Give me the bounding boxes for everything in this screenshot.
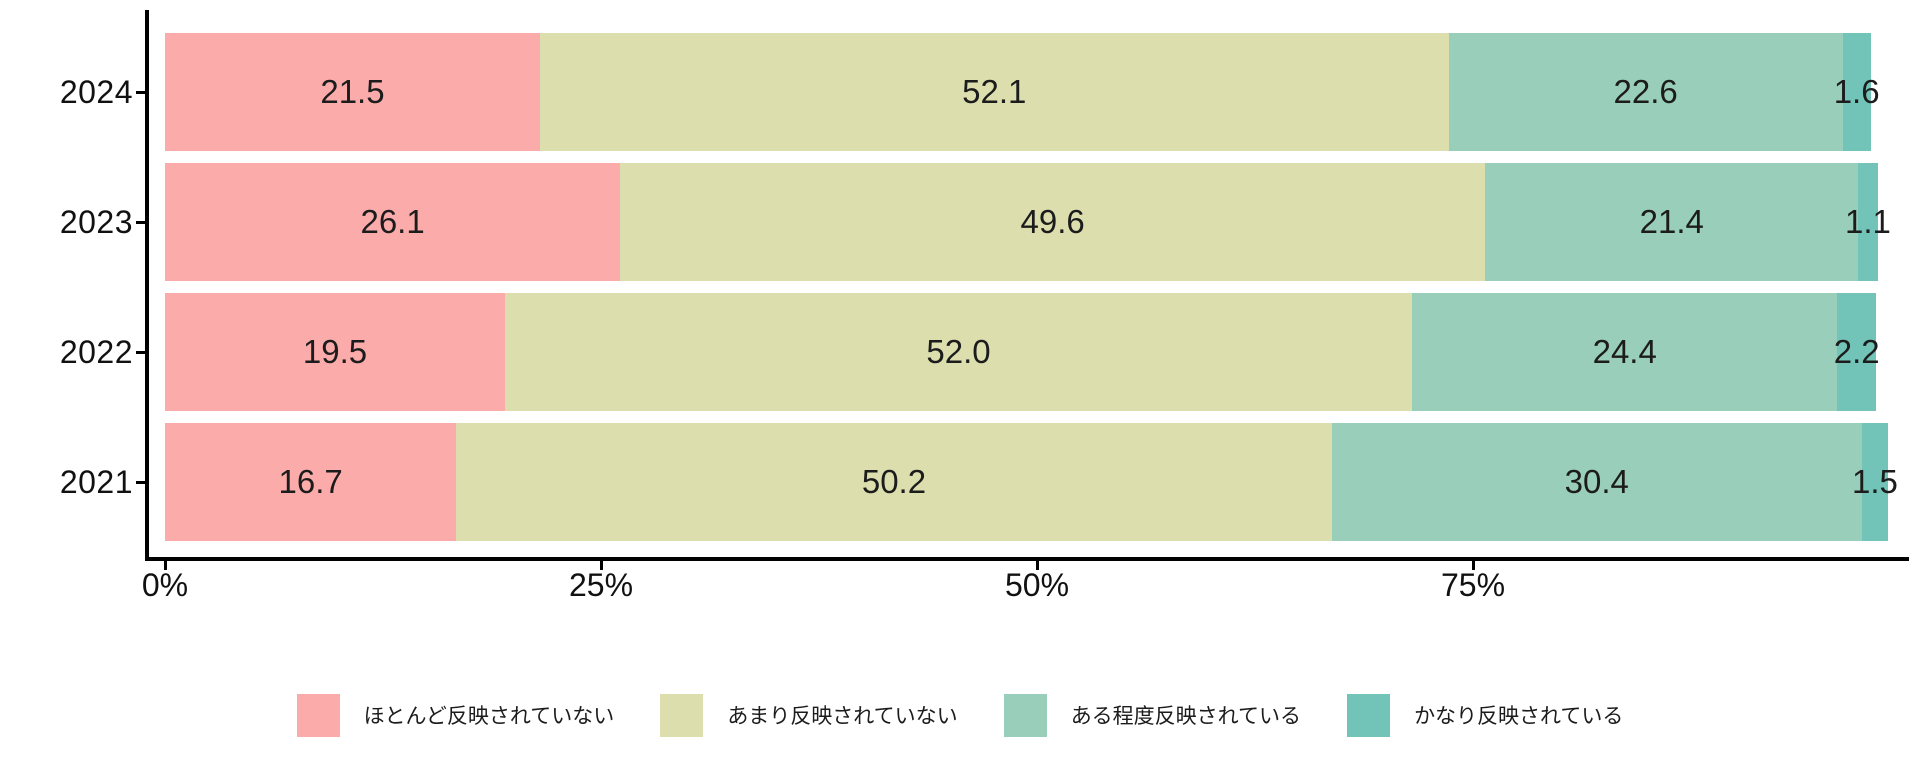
bar-value-label: 30.4 — [1564, 463, 1629, 500]
legend-label: あまり反映されていない — [727, 705, 958, 728]
legend-label: ほとんど反映されていない — [363, 705, 615, 728]
legend-swatch-icon — [1003, 693, 1047, 737]
bar-value-label: 1.5 — [1852, 463, 1898, 500]
bar-value-label: 52.0 — [926, 333, 991, 370]
legend-swatch-icon — [660, 693, 704, 737]
legend-swatch-icon — [296, 693, 340, 737]
bar-value-label: 24.4 — [1592, 333, 1657, 370]
y-axis-label-2023: 2023 — [59, 203, 133, 240]
bar-row-2021: 16.7 50.2 30.4 1.5 — [165, 423, 1898, 541]
y-axis-tick-2023 — [136, 221, 145, 224]
legend-label: ある程度反映されている — [1070, 705, 1302, 728]
bar-value-label: 21.5 — [320, 73, 385, 110]
x-axis-tick-label-25%: 25% — [568, 567, 634, 603]
x-axis-tick-label-0%: 0% — [141, 567, 189, 603]
bar-segment: 2.2 — [1834, 293, 1880, 411]
x-axis-tick-75% — [1472, 561, 1475, 570]
bar-segment: 1.6 — [1834, 33, 1880, 151]
x-axis-tick-0% — [164, 561, 167, 570]
y-axis-label-2022: 2022 — [59, 333, 133, 370]
bar-value-label: 2.2 — [1833, 333, 1880, 370]
y-axis-tick-2024 — [136, 91, 145, 94]
bar-segment: 50.2 — [456, 423, 1332, 541]
x-axis-tick-25% — [600, 561, 603, 570]
x-axis-line — [145, 557, 1909, 561]
bar-value-label: 49.6 — [1020, 203, 1085, 240]
y-axis-label-2024: 2024 — [59, 73, 133, 110]
y-axis-tick-2021 — [136, 481, 145, 484]
x-axis-tick-label-50%: 50% — [1004, 567, 1070, 603]
bar-row-2023: 26.1 49.6 21.4 1.1 — [165, 163, 1891, 281]
legend-item: ある程度反映されている — [1003, 693, 1302, 737]
legend-item: あまり反映されていない — [660, 693, 958, 737]
bar-segment: 21.4 — [1485, 163, 1859, 281]
bar-segment: 24.4 — [1411, 293, 1838, 411]
bar-value-label: 1.1 — [1845, 203, 1891, 240]
bar-segment: 16.7 — [165, 423, 457, 541]
bar-value-label: 19.5 — [302, 333, 368, 370]
bar-segment: 22.6 — [1448, 33, 1843, 151]
y-axis-tick-2022 — [136, 351, 145, 354]
bar-segment: 26.1 — [165, 163, 621, 281]
legend-swatch-icon — [1347, 693, 1391, 737]
legend-item: かなり反映されている — [1347, 693, 1624, 737]
bar-value-label: 1.6 — [1833, 73, 1880, 110]
y-axis-line — [145, 10, 149, 561]
bar-row-2022: 19.5 52.0 24.4 2.2 — [165, 293, 1880, 411]
bar-value-label: 52.1 — [962, 73, 1027, 110]
bar-segment: 49.6 — [620, 163, 1486, 281]
bar-value-label: 21.4 — [1639, 203, 1704, 240]
legend: ほとんど反映されていない あまり反映されていない ある程度反映されている かなり反映さ… — [0, 692, 1920, 738]
bar-segment: 30.4 — [1331, 423, 1862, 541]
x-axis-tick-label-75%: 75% — [1440, 567, 1506, 603]
y-axis-label-2021: 2021 — [59, 463, 133, 500]
legend-item: ほとんど反映されていない — [296, 693, 615, 737]
bar-segment: 52.0 — [505, 293, 1412, 411]
x-axis-tick-50% — [1036, 561, 1039, 570]
bar-segment: 19.5 — [165, 293, 506, 411]
bar-value-label: 50.2 — [861, 463, 927, 500]
bar-value-label: 16.7 — [278, 463, 343, 500]
bar-value-label: 22.6 — [1613, 73, 1678, 110]
bar-segment: 1.5 — [1852, 423, 1898, 541]
legend-label: かなり反映されている — [1414, 705, 1624, 728]
bar-segment: 52.1 — [539, 33, 1449, 151]
bar-row-2024: 21.5 52.1 22.6 1.6 — [165, 33, 1880, 151]
bar-segment: 1.1 — [1845, 163, 1891, 281]
bar-segment: 21.5 — [165, 33, 540, 151]
bar-value-label: 26.1 — [360, 203, 425, 240]
